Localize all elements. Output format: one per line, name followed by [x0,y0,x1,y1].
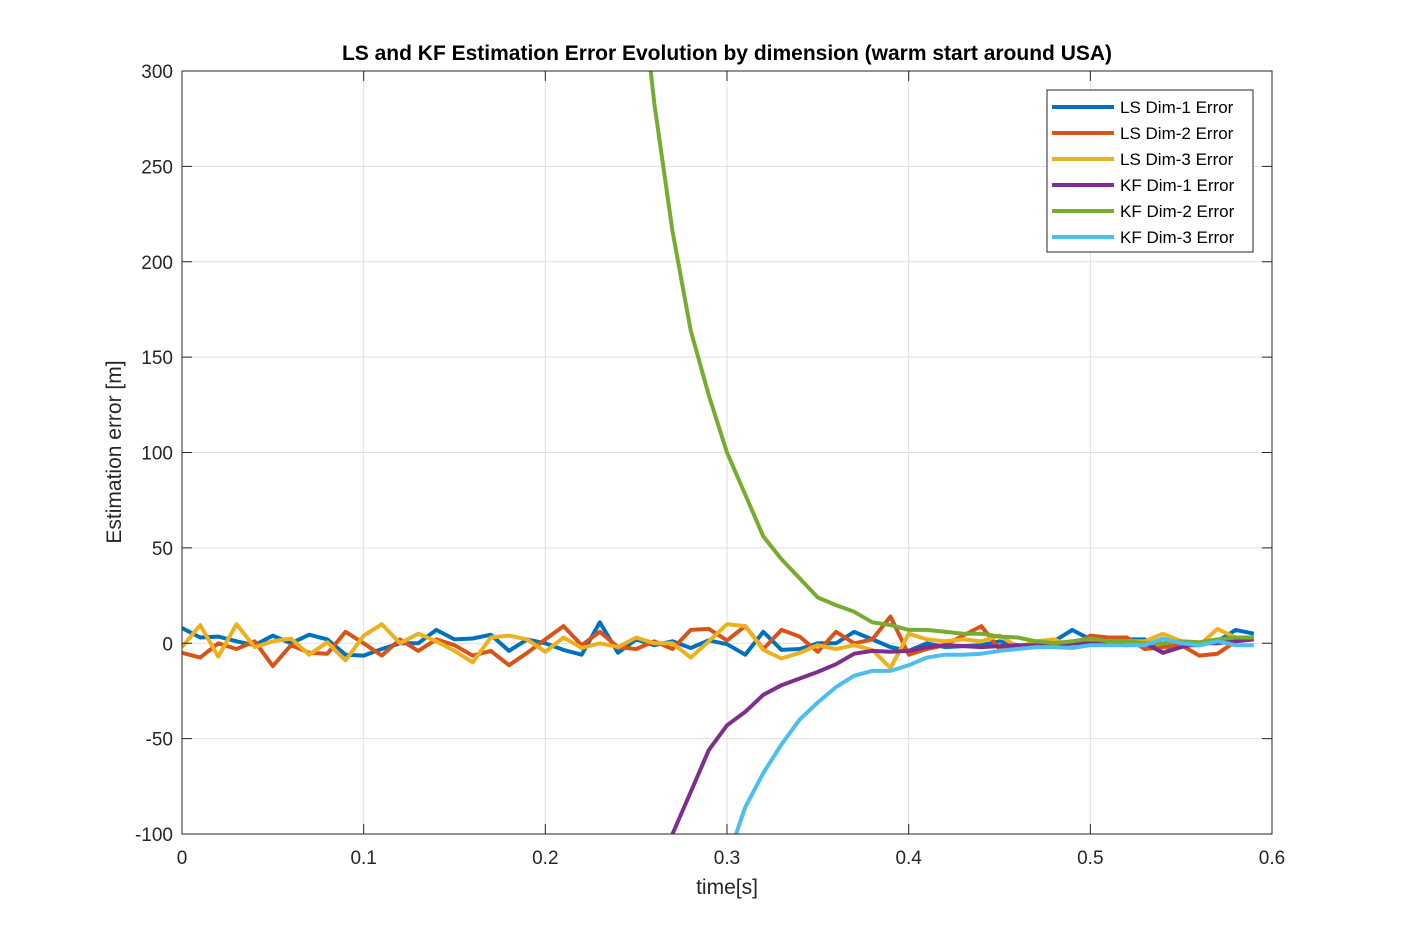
axis-ticks: 0 0.1 0.2 0.3 0.4 0.5 0.6 -100 -50 0 50 100 150 200 25… [135,62,1285,869]
legend: LS Dim-1 Error LS Dim-2 Error LS Dim-3 Err… [1046,89,1254,253]
y-tick-label: 50 [152,539,173,560]
x-tick-label: 0.2 [532,848,558,869]
y-tick-label: -100 [135,825,173,846]
y-tick-label: -50 [146,730,173,751]
y-axis-label: Estimation error [m] [103,360,126,543]
y-tick-label: 200 [141,253,173,274]
legend-label: LS Dim-1 Error [1120,98,1234,117]
legend-label: KF Dim-3 Error [1120,228,1235,247]
chart-title: LS and KF Estimation Error Evolution by … [342,42,1112,65]
series-line-4 [670,637,1255,834]
x-tick-label: 0.5 [1077,848,1103,869]
series-line-6 [734,636,1254,834]
y-tick-label: 100 [141,444,173,465]
legend-box [1046,89,1254,253]
y-tick-label: 300 [141,62,173,83]
x-tick-label: 0.4 [895,848,922,869]
x-tick-label: 0 [177,848,188,869]
legend-label: LS Dim-3 Error [1120,150,1234,169]
x-axis-label: time[s] [696,876,758,899]
series-line-1 [182,620,1255,658]
x-tick-label: 0.1 [350,848,376,869]
legend-label: LS Dim-2 Error [1120,124,1234,143]
x-tick-label: 0.3 [714,848,740,869]
legend-label: KF Dim-1 Error [1120,176,1235,195]
x-tick-label: 0.6 [1259,848,1285,869]
legend-label: KF Dim-2 Error [1120,202,1235,221]
y-tick-label: 250 [141,157,173,178]
y-tick-label: 0 [162,634,173,655]
series-lines [182,71,1255,834]
y-tick-label: 150 [141,348,173,369]
